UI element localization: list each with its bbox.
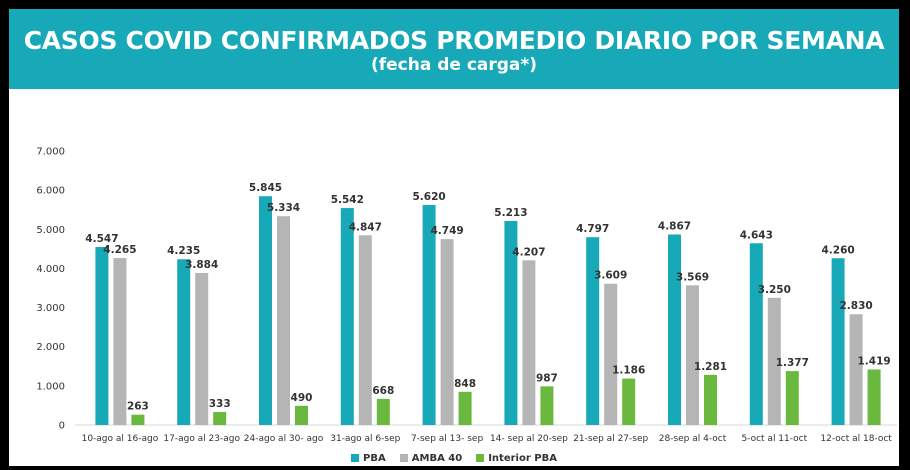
data-label-pba: 4.643	[740, 229, 773, 241]
bar-interior	[622, 378, 636, 425]
bar-pba	[422, 205, 436, 425]
y-tick-label: 7.000	[36, 147, 65, 158]
x-tick-label: 24-ago al 30- ago	[244, 434, 324, 444]
bar-interior	[540, 386, 554, 425]
bar-pba	[586, 237, 600, 425]
y-tick-label: 0	[59, 421, 65, 432]
data-label-amba: 4.207	[512, 246, 545, 258]
data-label-amba: 3.569	[676, 271, 709, 283]
data-label-pba: 5.620	[412, 191, 445, 203]
legend-swatch-amba	[399, 454, 408, 462]
legend-label-amba: AMBA 40	[411, 452, 463, 464]
bar-amba	[113, 258, 127, 425]
bar-pba	[259, 196, 272, 425]
x-tick-label: 21-sep al 27-sep	[573, 434, 648, 444]
x-tick-label: 12-oct al 18-oct	[820, 434, 892, 444]
data-label-interior: 333	[209, 398, 231, 410]
legend-label-pba: PBA	[363, 452, 386, 464]
bar-amba	[277, 216, 290, 425]
chart-card: CASOS COVID CONFIRMADOS PROMEDIO DIARIO …	[9, 9, 899, 466]
data-label-interior: 987	[536, 372, 558, 384]
data-label-amba: 5.334	[267, 202, 300, 214]
data-label-pba: 4.260	[821, 244, 854, 256]
legend-item-interior: Interior PBA	[476, 453, 557, 464]
data-label-pba: 4.797	[576, 223, 609, 235]
data-label-amba: 3.884	[185, 259, 218, 271]
y-tick-label: 4.000	[36, 264, 65, 275]
y-tick-label: 3.000	[36, 303, 65, 314]
data-label-pba: 5.213	[494, 207, 527, 219]
bar-amba	[522, 260, 536, 425]
data-label-pba: 5.845	[249, 182, 282, 194]
data-label-pba: 4.867	[658, 220, 691, 232]
bar-interior	[295, 405, 308, 425]
data-label-pba: 5.542	[331, 194, 364, 206]
y-tick-label: 2.000	[36, 342, 65, 353]
data-label-pba: 4.547	[85, 233, 118, 245]
data-label-amba: 4.847	[349, 221, 382, 233]
data-label-amba: 4.749	[430, 225, 463, 237]
bar-interior	[785, 371, 799, 425]
data-label-amba: 3.609	[594, 270, 627, 282]
bar-interior	[131, 414, 145, 425]
y-tick-label: 6.000	[36, 186, 65, 197]
data-label-interior: 1.186	[612, 365, 645, 377]
data-label-interior: 1.377	[776, 357, 809, 369]
bar-pba	[95, 247, 109, 425]
y-tick-label: 5.000	[36, 225, 65, 236]
bar-pba	[749, 243, 763, 425]
bar-interior	[704, 374, 717, 425]
data-label-interior: 1.281	[694, 361, 727, 373]
bar-interior	[867, 369, 881, 425]
x-tick-label: 28-sep al 4-oct	[659, 434, 727, 444]
legend-item-pba: PBA	[351, 453, 386, 464]
data-label-amba: 3.250	[758, 284, 791, 296]
x-tick-label: 31-ago al 6-sep	[330, 434, 400, 444]
bar-amba	[195, 272, 209, 425]
bar-amba	[686, 285, 699, 425]
bar-amba	[849, 314, 863, 425]
x-tick-label: 14- sep al 20-sep	[490, 434, 568, 444]
y-tick-label: 1.000	[36, 381, 65, 392]
legend-item-amba: AMBA 40	[399, 452, 463, 464]
x-tick-label: 17-ago al 23-ago	[163, 434, 240, 444]
bar-interior	[376, 398, 390, 425]
bar-amba	[358, 235, 372, 425]
bar-amba	[767, 297, 781, 425]
data-label-interior: 263	[127, 401, 149, 413]
data-label-interior: 668	[372, 385, 394, 397]
data-label-amba: 2.830	[839, 300, 872, 312]
data-label-interior: 848	[454, 378, 476, 390]
bar-interior	[213, 411, 227, 425]
bar-amba	[440, 239, 454, 425]
chart-subtitle: (fecha de carga*)	[370, 55, 538, 75]
legend-label-interior: Interior PBA	[488, 452, 557, 464]
bar-pba	[340, 208, 354, 425]
bar-chart: 0 1.000 2.000 3.000 4.000 5.000 6.000 7.000 4.54…	[36, 147, 897, 444]
x-tick-label: 5-oct al 11-oct	[741, 434, 807, 444]
bar-pba	[177, 259, 191, 425]
bar-amba	[604, 283, 618, 425]
x-tick-label: 10-ago al 16-ago	[82, 434, 159, 444]
bar-pba	[668, 234, 681, 425]
legend-swatch-interior	[476, 454, 485, 462]
bar-interior	[458, 391, 472, 425]
legend-swatch-pba	[351, 454, 360, 462]
chart-title: CASOS COVID CONFIRMADOS PROMEDIO DIARIO …	[23, 26, 885, 55]
chart-legend: PBA AMBA 40 Interior PBA	[9, 451, 899, 465]
bar-pba	[831, 258, 845, 425]
data-label-interior: 1.419	[857, 355, 890, 367]
data-label-interior: 490	[291, 392, 313, 404]
x-tick-label: 7-sep al 13- sep	[411, 434, 483, 444]
bar-pba	[504, 220, 518, 425]
data-label-pba: 4.235	[167, 245, 200, 257]
chart-header: CASOS COVID CONFIRMADOS PROMEDIO DIARIO …	[9, 9, 899, 89]
data-label-amba: 4.265	[103, 244, 136, 256]
